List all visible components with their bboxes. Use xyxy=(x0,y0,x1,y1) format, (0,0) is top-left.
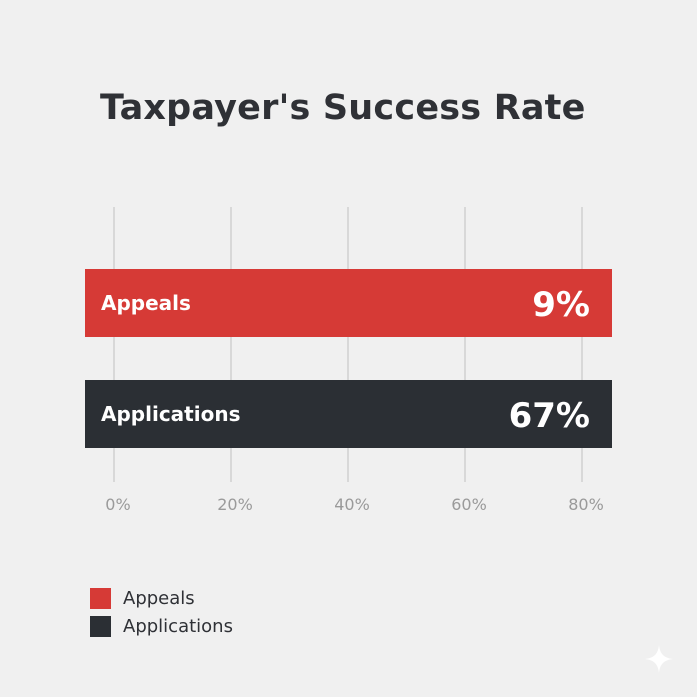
bar-category-label: Applications xyxy=(101,402,240,426)
legend-swatch-applications xyxy=(90,615,111,637)
legend-item-applications: Applications xyxy=(90,612,233,640)
x-tick-label: 0% xyxy=(105,495,130,514)
legend-label-appeals: Appeals xyxy=(123,587,195,609)
x-tick-label: 40% xyxy=(334,495,370,514)
bars: Appeals 9% Applications 67% xyxy=(85,269,612,448)
bar-applications xyxy=(85,380,612,448)
x-tick-label: 80% xyxy=(568,495,604,514)
legend-swatch-appeals xyxy=(90,587,111,609)
legend-item-appeals: Appeals xyxy=(90,584,233,612)
bar-value-label: 9% xyxy=(532,285,590,325)
chart-title: Taxpayer's Success Rate xyxy=(100,88,586,128)
bar-category-label: Appeals xyxy=(101,291,191,315)
bar-value-label: 67% xyxy=(509,396,590,436)
bar-appeals xyxy=(85,269,612,337)
x-tick-label: 20% xyxy=(217,495,253,514)
sparkle-icon xyxy=(645,645,673,673)
x-tick-labels: 0% 20% 40% 60% 80% xyxy=(105,495,603,514)
legend-label-applications: Applications xyxy=(123,615,233,637)
x-tick-label: 60% xyxy=(451,495,487,514)
legend: Appeals Applications xyxy=(90,584,233,640)
